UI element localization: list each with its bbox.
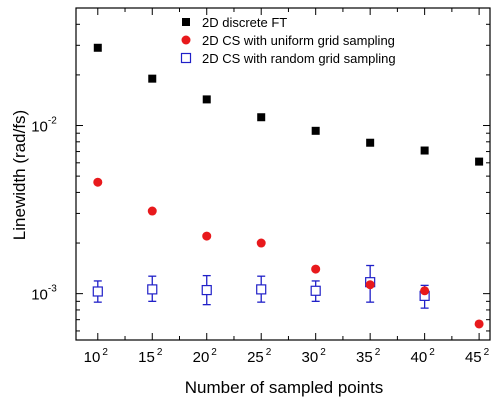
- legend-label: 2D CS with uniform grid sampling: [202, 33, 395, 48]
- x-tick-label: 15 2: [138, 347, 163, 366]
- x-tick-label: 25 2: [247, 347, 272, 366]
- data-point: [310, 285, 321, 296]
- data-point: [311, 126, 320, 135]
- data-point: [148, 74, 157, 83]
- data-point: [93, 43, 102, 52]
- legend-label: 2D discrete FT: [202, 15, 287, 30]
- x-tick-label: 30 2: [302, 347, 327, 366]
- data-point: [147, 206, 157, 216]
- data-point: [365, 280, 375, 290]
- data-point: [201, 284, 212, 296]
- legend-marker: [180, 52, 192, 64]
- plot-area: [75, 7, 491, 341]
- legend-marker: [181, 35, 191, 45]
- x-tick-label: 35 2: [356, 347, 381, 366]
- data-point: [474, 319, 484, 329]
- series-2: [92, 264, 430, 309]
- x-tick-label: 45 2: [465, 347, 490, 366]
- data-point: [257, 113, 266, 122]
- y-axis-title: Linewidth (rad/fs): [10, 110, 29, 240]
- series-1: [93, 177, 484, 329]
- data-point: [147, 284, 158, 295]
- data-point: [92, 286, 103, 297]
- data-point: [311, 264, 321, 274]
- x-axis-title: Number of sampled points: [185, 378, 383, 397]
- legend-label: 2D CS with random grid sampling: [202, 51, 396, 66]
- data-point: [202, 95, 211, 104]
- x-tick-label: 20 2: [193, 347, 218, 366]
- data-point: [475, 157, 484, 166]
- data-point: [366, 138, 375, 147]
- data-point: [420, 286, 430, 296]
- series-0: [93, 43, 484, 166]
- data-point: [256, 284, 267, 295]
- data-point: [420, 146, 429, 155]
- data-point: [256, 238, 266, 248]
- x-tick-label: 40 2: [411, 347, 436, 366]
- x-tick-label: 10 2: [84, 347, 109, 366]
- legend-marker: [182, 18, 190, 26]
- data-point: [202, 231, 212, 241]
- data-point: [93, 177, 103, 187]
- y-tick-label: 10-2: [31, 116, 57, 136]
- y-tick-label: 10-3: [31, 284, 57, 304]
